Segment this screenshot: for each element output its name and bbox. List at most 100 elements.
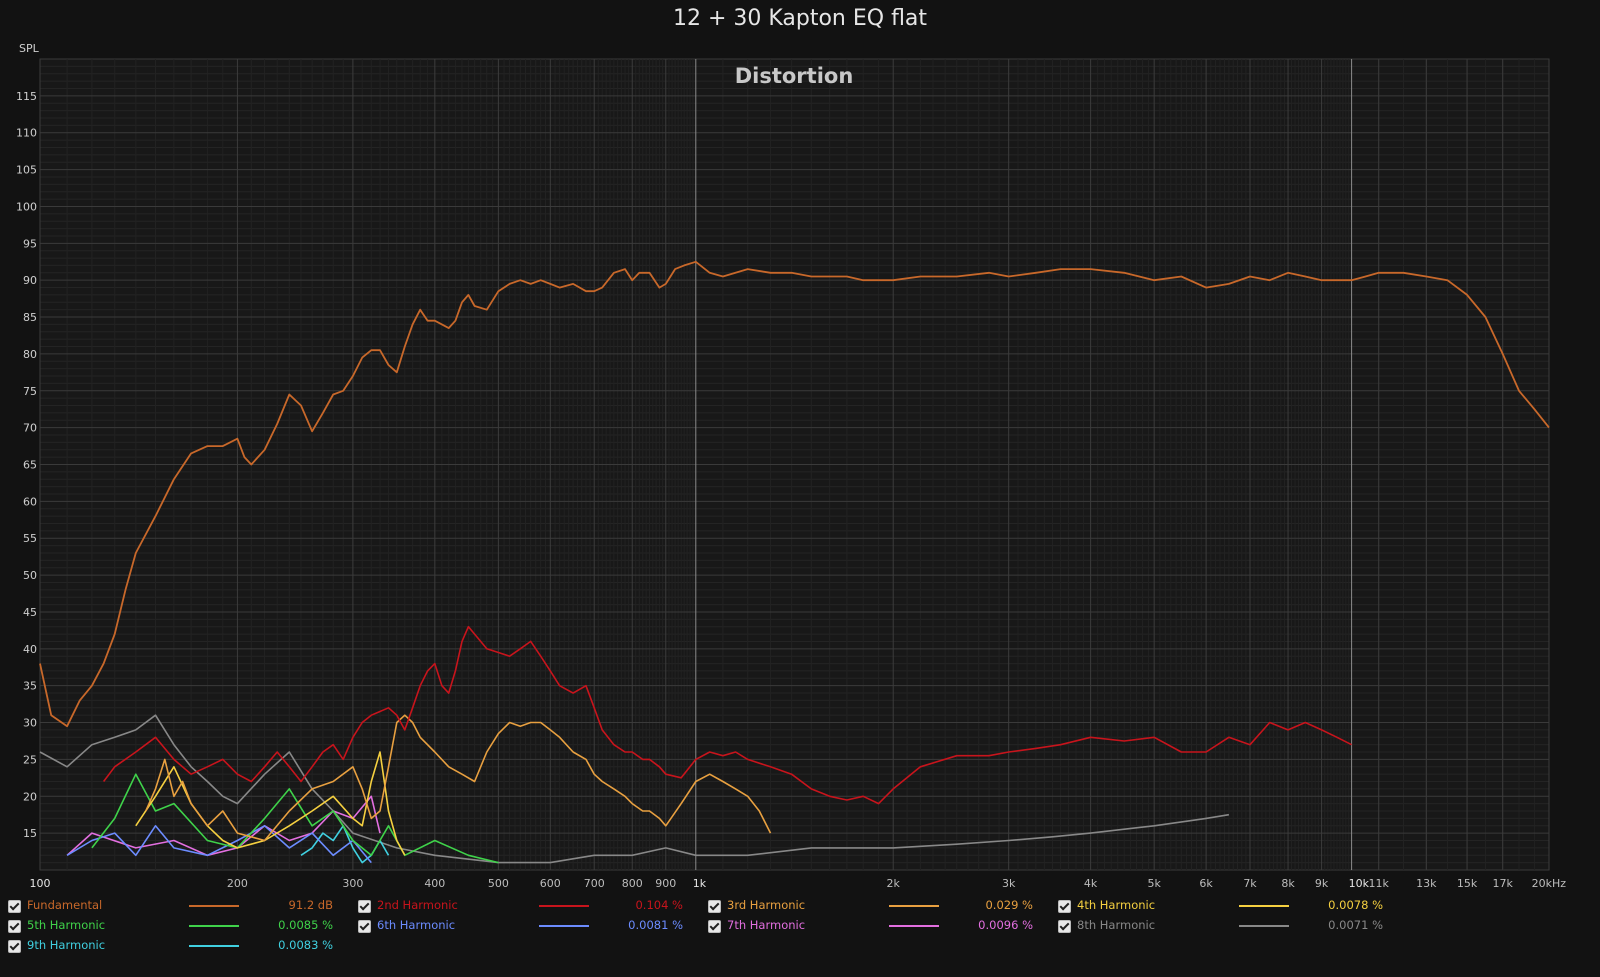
legend: Fundamental 91.2 dB 2nd Harmonic 0.104 % 3rd… [0, 898, 1600, 977]
legend-value: 0.104 % [635, 898, 683, 912]
legend-swatch [889, 905, 939, 907]
y-tick-label: 20 [23, 790, 37, 803]
legend-value: 0.029 % [985, 898, 1033, 912]
y-tick-label: 55 [23, 532, 37, 545]
legend-label: 2nd Harmonic [377, 898, 458, 912]
y-tick-label: 85 [23, 311, 37, 324]
legend-swatch [539, 905, 589, 907]
legend-item-8th-harmonic[interactable]: 8th Harmonic 0.0071 % [1058, 918, 1398, 936]
y-tick-label: 90 [23, 274, 37, 287]
legend-value: 0.0078 % [1328, 898, 1383, 912]
x-tick-label: 17k [1493, 877, 1514, 890]
series-line-5th-harmonic [91, 773, 499, 864]
legend-checkbox[interactable] [708, 920, 721, 933]
y-tick-label: 70 [23, 422, 37, 435]
y-tick-label: 45 [23, 606, 37, 619]
chart-title: Distortion [735, 64, 854, 88]
x-tick-label: 900 [655, 877, 676, 890]
y-tick-label: 80 [23, 348, 37, 361]
legend-item-fundamental[interactable]: Fundamental 91.2 dB [8, 898, 348, 916]
legend-checkbox[interactable] [8, 940, 21, 953]
legend-value: 91.2 dB [288, 898, 333, 912]
legend-item-4th-harmonic[interactable]: 4th Harmonic 0.0078 % [1058, 898, 1398, 916]
y-tick-label: 40 [23, 643, 37, 656]
y-axis-label: SPL [19, 42, 39, 55]
legend-swatch [539, 925, 589, 927]
legend-label: 8th Harmonic [1077, 918, 1156, 932]
x-tick-label: 15k [1457, 877, 1478, 890]
y-tick-label: 100 [16, 200, 37, 213]
y-tick-label: 15 [23, 827, 37, 840]
series-line-3rd-harmonic [145, 714, 772, 842]
x-tick-label: 5k [1147, 877, 1161, 890]
x-tick-label: 100 [30, 877, 51, 890]
legend-item-3rd-harmonic[interactable]: 3rd Harmonic 0.029 % [708, 898, 1048, 916]
x-tick-label: 6k [1199, 877, 1213, 890]
legend-checkbox[interactable] [8, 920, 21, 933]
legend-label: 7th Harmonic [727, 918, 806, 932]
legend-swatch [189, 905, 239, 907]
series-lines [39, 260, 1550, 864]
x-tick-label: 11k [1369, 877, 1390, 890]
legend-label: 4th Harmonic [1077, 898, 1156, 912]
x-tick-label: 600 [540, 877, 561, 890]
legend-checkbox[interactable] [358, 900, 371, 913]
legend-swatch [889, 925, 939, 927]
legend-item-2nd-harmonic[interactable]: 2nd Harmonic 0.104 % [358, 898, 698, 916]
x-tick-label: 300 [342, 877, 363, 890]
legend-value: 0.0096 % [978, 918, 1033, 932]
legend-item-7th-harmonic[interactable]: 7th Harmonic 0.0096 % [708, 918, 1048, 936]
series-line-6th-harmonic [66, 824, 372, 864]
y-tick-label: 60 [23, 495, 37, 508]
legend-checkbox[interactable] [1058, 920, 1071, 933]
x-tick-label: 13k [1416, 877, 1437, 890]
x-tick-label: 9k [1315, 877, 1329, 890]
y-tick-label: 115 [16, 90, 37, 103]
distortion-chart[interactable]: 115 110 105 100 95 90 85 80 75 70 65 60 55 50 45 40 35 30… [0, 0, 1600, 912]
y-tick-label: 75 [23, 385, 37, 398]
x-tick-label: 7k [1243, 877, 1257, 890]
legend-checkbox[interactable] [358, 920, 371, 933]
legend-value: 0.0071 % [1328, 918, 1383, 932]
y-tick-label: 65 [23, 459, 37, 472]
y-tick-label: 105 [16, 164, 37, 177]
legend-swatch [189, 925, 239, 927]
y-tick-label: 110 [16, 127, 37, 140]
legend-label: 5th Harmonic [27, 918, 106, 932]
legend-label: Fundamental [27, 898, 103, 912]
x-tick-label: 20kHz [1532, 877, 1567, 890]
x-tick-label: 500 [488, 877, 509, 890]
x-tick-label: 8k [1281, 877, 1295, 890]
major-grid [39, 59, 1550, 870]
legend-checkbox[interactable] [1058, 900, 1071, 913]
legend-item-6th-harmonic[interactable]: 6th Harmonic 0.0081 % [358, 918, 698, 936]
x-tick-label: 4k [1084, 877, 1098, 890]
legend-value: 0.0083 % [278, 938, 333, 952]
legend-label: 6th Harmonic [377, 918, 456, 932]
legend-value: 0.0085 % [278, 918, 333, 932]
series-line-2nd-harmonic [102, 625, 1352, 805]
y-tick-label: 50 [23, 569, 37, 582]
x-tick-label: 800 [622, 877, 643, 890]
legend-checkbox[interactable] [708, 900, 721, 913]
legend-item-9th-harmonic[interactable]: 9th Harmonic 0.0083 % [8, 938, 348, 956]
y-tick-label: 95 [23, 237, 37, 250]
x-tick-label: 2k [887, 877, 901, 890]
y-tick-label: 35 [23, 680, 37, 693]
legend-checkbox[interactable] [8, 900, 21, 913]
x-tick-label: 3k [1002, 877, 1016, 890]
chart-window-title: 12 + 30 Kapton EQ flat [672, 6, 928, 31]
legend-label: 3rd Harmonic [727, 898, 806, 912]
x-tick-label: 10k [1349, 877, 1370, 890]
y-tick-labels: 115 110 105 100 95 90 85 80 75 70 65 60 55 50 45 40 35 30… [16, 90, 37, 840]
legend-swatch [189, 945, 239, 947]
legend-item-5th-harmonic[interactable]: 5th Harmonic 0.0085 % [8, 918, 348, 936]
x-tick-label: 200 [227, 877, 248, 890]
x-tick-label: 1k [693, 877, 707, 890]
x-tick-label: 400 [424, 877, 445, 890]
x-tick-label: 700 [584, 877, 605, 890]
y-tick-label: 30 [23, 717, 37, 730]
series-line-8th-harmonic [39, 714, 1230, 864]
series-line-fundamental [39, 260, 1550, 728]
legend-label: 9th Harmonic [27, 938, 106, 952]
